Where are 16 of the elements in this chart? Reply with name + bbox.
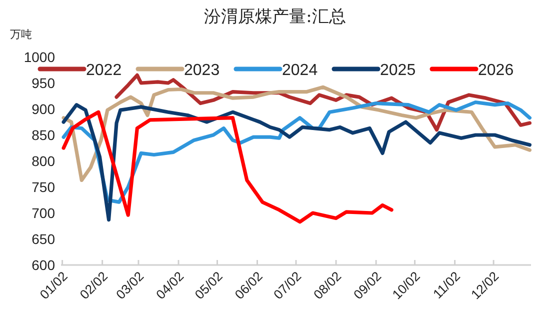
y-tick-label: 800 [32,153,56,169]
y-tick-label: 650 [32,231,56,247]
y-tick-label: 750 [32,179,56,195]
y-tick-label: 850 [32,127,56,143]
y-tick-label: 1000 [24,49,56,65]
y-tick-label: 900 [32,101,56,117]
legend-label: 2025 [380,62,416,79]
y-tick-label: 600 [32,257,56,273]
y-tick-label: 700 [32,205,56,221]
legend-label: 2023 [184,62,220,79]
legend-label: 2026 [478,62,514,79]
y-axis-title: 万吨 [10,28,32,41]
chart-title: 汾渭原煤产量:汇总 [204,7,346,27]
legend-label: 2022 [86,62,122,79]
legend-label: 2024 [282,62,318,79]
y-tick-label: 950 [32,75,56,91]
